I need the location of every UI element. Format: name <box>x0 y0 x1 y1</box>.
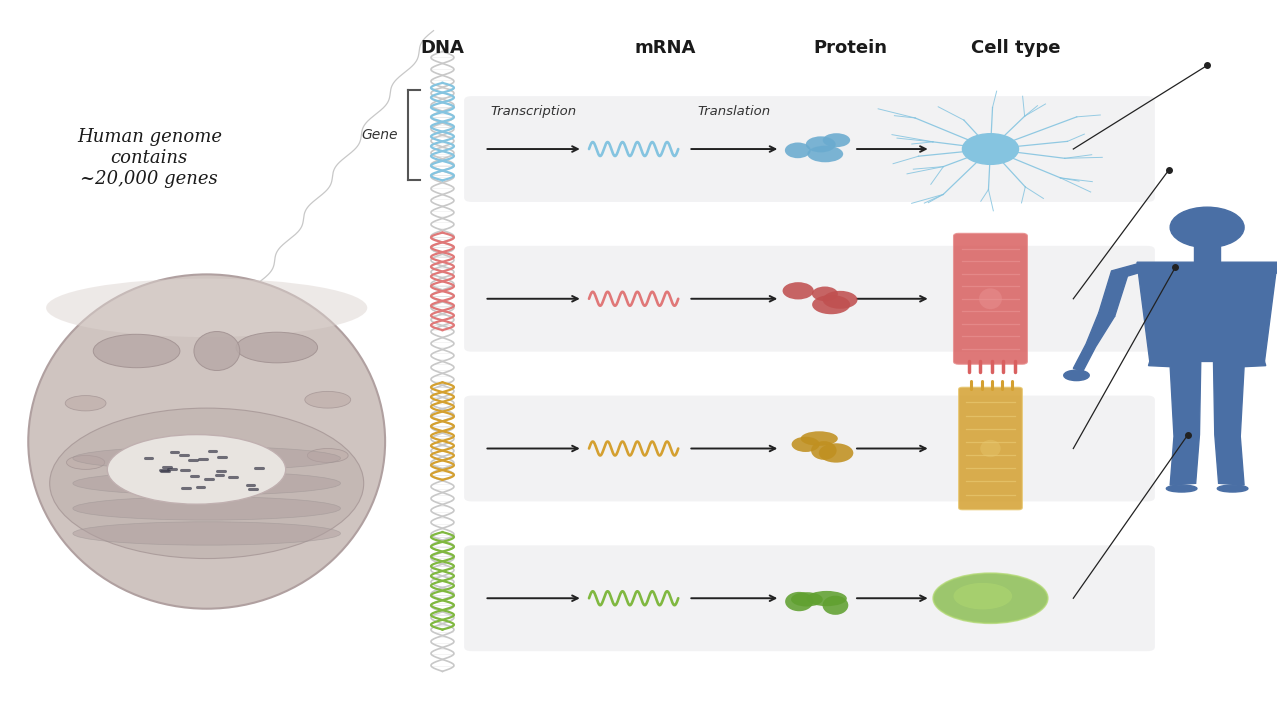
Ellipse shape <box>67 456 105 470</box>
Ellipse shape <box>933 573 1048 623</box>
Ellipse shape <box>785 592 813 611</box>
Ellipse shape <box>812 295 850 314</box>
Ellipse shape <box>979 289 1002 309</box>
Ellipse shape <box>1217 485 1248 492</box>
FancyBboxPatch shape <box>954 233 1028 364</box>
Text: Translation: Translation <box>698 105 771 118</box>
Ellipse shape <box>808 145 844 162</box>
Ellipse shape <box>73 497 340 520</box>
Ellipse shape <box>791 592 823 607</box>
Ellipse shape <box>954 583 1012 609</box>
Ellipse shape <box>46 279 367 337</box>
Ellipse shape <box>800 431 838 446</box>
Text: Human genome
contains
~20,000 genes: Human genome contains ~20,000 genes <box>77 128 221 187</box>
Bar <box>1194 239 1220 263</box>
Ellipse shape <box>819 443 854 463</box>
Polygon shape <box>1213 362 1266 485</box>
Ellipse shape <box>1064 370 1089 380</box>
FancyBboxPatch shape <box>465 96 1155 202</box>
Ellipse shape <box>823 133 850 147</box>
Ellipse shape <box>812 441 837 460</box>
Ellipse shape <box>65 395 106 411</box>
Ellipse shape <box>195 331 239 371</box>
Text: Gene: Gene <box>361 128 398 142</box>
Ellipse shape <box>305 392 351 408</box>
Ellipse shape <box>50 408 364 559</box>
FancyBboxPatch shape <box>465 545 1155 651</box>
Ellipse shape <box>108 435 285 504</box>
FancyBboxPatch shape <box>465 246 1155 352</box>
Ellipse shape <box>73 472 340 495</box>
Ellipse shape <box>93 334 180 368</box>
FancyBboxPatch shape <box>959 388 1023 510</box>
Ellipse shape <box>28 274 385 609</box>
Polygon shape <box>1137 263 1277 362</box>
Ellipse shape <box>980 439 1001 457</box>
Ellipse shape <box>782 282 814 300</box>
Text: Transcription: Transcription <box>490 105 577 118</box>
Ellipse shape <box>307 449 348 463</box>
Ellipse shape <box>73 446 340 470</box>
Ellipse shape <box>1166 485 1197 492</box>
Text: DNA: DNA <box>421 39 465 57</box>
Ellipse shape <box>806 591 847 606</box>
Ellipse shape <box>785 143 810 158</box>
Ellipse shape <box>236 332 317 363</box>
Ellipse shape <box>812 286 838 301</box>
FancyBboxPatch shape <box>465 395 1155 501</box>
Circle shape <box>1170 207 1244 248</box>
Text: Protein: Protein <box>813 39 887 57</box>
Text: mRNA: mRNA <box>635 39 696 57</box>
Ellipse shape <box>791 437 819 452</box>
Ellipse shape <box>823 596 849 615</box>
Polygon shape <box>1098 264 1151 316</box>
Text: Cell type: Cell type <box>972 39 1061 57</box>
Ellipse shape <box>806 136 836 152</box>
Ellipse shape <box>823 291 858 309</box>
Polygon shape <box>1074 312 1115 371</box>
Polygon shape <box>1263 264 1280 316</box>
Ellipse shape <box>73 522 340 545</box>
Circle shape <box>963 133 1019 164</box>
Polygon shape <box>1148 362 1201 485</box>
